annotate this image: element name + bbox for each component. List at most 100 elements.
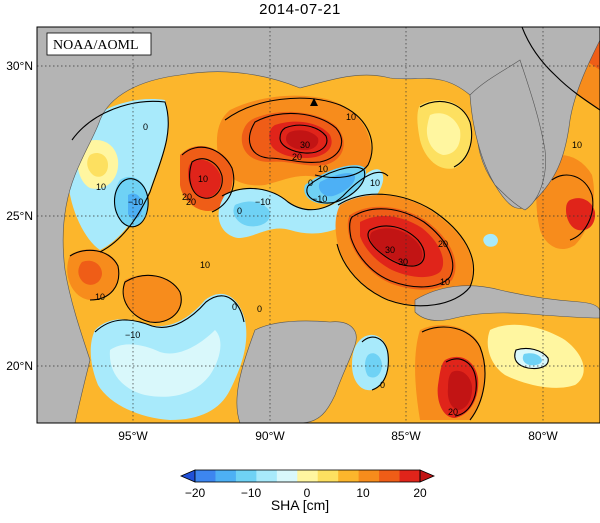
colorbar-swatch xyxy=(338,470,360,482)
florida-land xyxy=(469,59,546,211)
contour-label: 10 xyxy=(198,174,208,184)
contour-label: −10 xyxy=(125,330,140,340)
lon-label: 85°W xyxy=(391,429,421,443)
contour-line-10-east xyxy=(419,101,473,168)
yucatan-land xyxy=(236,320,357,423)
colorbar-swatch xyxy=(195,470,216,482)
contour-label: −10 xyxy=(128,197,143,207)
contour-label: 0 xyxy=(237,206,242,216)
contour-label: 0 xyxy=(308,178,313,188)
contour-label: 30 xyxy=(300,140,310,150)
colorbar xyxy=(179,469,436,483)
sha-small-low-straits xyxy=(483,233,498,247)
sha-zero-north-east xyxy=(426,113,461,155)
contour-line-30-north xyxy=(279,124,328,154)
contour-label: 10 xyxy=(95,292,105,302)
contour-line-atlantic xyxy=(521,27,600,111)
sha-low-central-east-core xyxy=(318,173,356,197)
sha-high-west-center-core xyxy=(188,159,222,198)
contour-label: 10 xyxy=(370,178,380,188)
colorbar-frame xyxy=(194,469,421,483)
sha-east-strip-core xyxy=(566,198,596,231)
contour-label: 0 xyxy=(143,122,148,132)
contour-label: 10 xyxy=(440,277,450,287)
contour-line-20-loop xyxy=(349,208,454,288)
credit-text: NOAA/AOML xyxy=(53,38,139,53)
lat-label: 20°N xyxy=(6,359,33,373)
sha-high-west-core xyxy=(78,260,102,285)
contour-line-10-north xyxy=(224,97,373,179)
contour-label: −10 xyxy=(312,194,327,204)
colorbar-min-arrow xyxy=(179,469,196,483)
contour-line-0-south-west xyxy=(94,295,245,333)
contour-line-30-loop xyxy=(367,225,425,267)
sha-caribbean-peak xyxy=(447,370,473,410)
buoy-marker-triangle xyxy=(310,98,318,106)
contour-line-10-west-edge xyxy=(69,249,120,301)
contour-label: 20 xyxy=(186,197,196,207)
colorbar-swatch xyxy=(276,470,298,482)
contour-label: 0 xyxy=(257,304,262,314)
contour-label: 20 xyxy=(448,407,458,417)
contour-label: 10 xyxy=(318,164,328,174)
contour-label: −10 xyxy=(255,197,270,207)
sha-low-central-mid xyxy=(233,201,271,227)
colorbar-label: SHA [cm] xyxy=(270,497,330,513)
colorbar-tick-label: −20 xyxy=(185,486,206,500)
colorbar-tick-label: 0 xyxy=(304,486,311,500)
sha-caribbean-east-core xyxy=(522,353,542,366)
colorbar-tick-label: −10 xyxy=(241,486,262,500)
colorbar-tick-label: 20 xyxy=(413,486,427,500)
contour-label: 10 xyxy=(346,112,356,122)
contour-label: 0 xyxy=(232,302,237,312)
sha-orange-sw xyxy=(123,274,182,323)
colorbar-swatch xyxy=(215,470,237,482)
colorbar-swatch xyxy=(358,470,380,482)
contour-label: 10 xyxy=(96,182,106,192)
contour-label: 20 xyxy=(182,192,192,202)
sha-zero-band-sw xyxy=(109,330,221,397)
colorbar-swatch xyxy=(317,470,339,482)
colorbar-swatch xyxy=(379,470,401,482)
contour-line-20-east xyxy=(551,174,594,241)
contour-label: 10 xyxy=(572,140,582,150)
colorbar-max-arrow xyxy=(419,469,436,483)
contour-line-10-center xyxy=(181,146,235,213)
colorbar-swatch xyxy=(399,470,421,482)
lon-label: 90°W xyxy=(255,429,285,443)
contour-line-20-north xyxy=(248,112,343,163)
colorbar-tick-label: 10 xyxy=(356,486,370,500)
us-coast-land xyxy=(37,27,600,423)
sha-high-loop-eddy-peak xyxy=(286,130,319,151)
contour-line-0-west xyxy=(71,100,169,253)
contour-label: 0 xyxy=(380,380,385,390)
colorbar-swatch xyxy=(256,470,278,482)
contour-label: 20 xyxy=(438,239,448,249)
colorbar-swatch xyxy=(235,470,257,482)
map-title: 2014-07-21 xyxy=(259,1,341,18)
contour-line-minus10-west xyxy=(113,178,149,228)
cuba-land xyxy=(414,285,600,321)
contour-line-caribbean xyxy=(421,326,486,421)
contour-label: 30 xyxy=(385,245,395,255)
contour-line-20-center xyxy=(189,158,223,199)
contour-line-0-central xyxy=(221,171,389,211)
lat-label: 25°N xyxy=(6,209,33,223)
contour-label: 10 xyxy=(200,260,210,270)
contour-line-yucatan xyxy=(361,336,389,391)
sha-high-loop-current-peak xyxy=(370,228,423,266)
sha-orange-top-left xyxy=(87,153,108,177)
contour-line-10-south-west xyxy=(122,274,182,323)
contour-line-caribbean-east xyxy=(514,347,549,370)
contour-label: 20 xyxy=(292,152,302,162)
credit-box xyxy=(46,32,152,56)
contour-line-minus10-central xyxy=(306,166,366,204)
contour-line-caribbean-20 xyxy=(445,358,477,417)
contour-label: 30 xyxy=(398,257,408,267)
sha-low-yucatan-core xyxy=(365,353,382,378)
lon-label: 80°W xyxy=(528,429,558,443)
lat-label: 30°N xyxy=(6,59,33,73)
colorbar-swatch xyxy=(297,470,319,482)
map-frame xyxy=(36,26,600,424)
